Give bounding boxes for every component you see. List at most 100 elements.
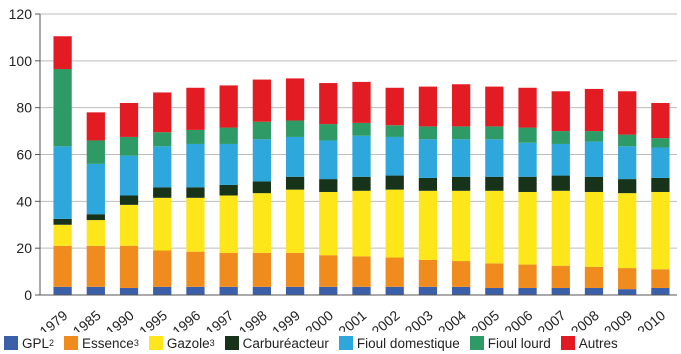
legend-item: Autres (560, 335, 618, 351)
bar-segment-gpl-2003 (418, 286, 438, 295)
legend-swatch (469, 336, 484, 350)
bar-segment-essence-1979 (53, 245, 72, 287)
bar-segment-carbur-acteur-2000 (319, 179, 338, 192)
bar-segment-autres-1985 (86, 112, 105, 141)
x-axis-ticks: 1979 1985 1990 1995 1996 1997 1998 1999 2000 2001… (36, 307, 668, 332)
bar-segment-essence-1985 (86, 245, 105, 287)
bar-segment-carbur-acteur-2007 (551, 175, 570, 191)
bar-segment-autres-1999 (285, 78, 305, 121)
bar-segment-fioul-domestique-1995 (153, 146, 172, 188)
legend-swatch (148, 336, 163, 350)
bar-segment-essence-2005 (485, 263, 504, 288)
bar-segment-essence-1997 (219, 252, 238, 287)
bar-segment-essence-2008 (584, 266, 604, 288)
bar-segment-gazole-1998 (252, 193, 272, 253)
bars (53, 36, 670, 295)
y-tick-label: 20 (16, 240, 32, 256)
bar-segment-gpl-2006 (518, 287, 537, 295)
x-tick-label: 2004 (435, 307, 469, 332)
x-tick-label: 2001 (335, 307, 369, 332)
bar-segment-fioul-lourd-1998 (252, 121, 272, 140)
bar-segment-gpl-1997 (219, 286, 238, 295)
bar-segment-carbur-acteur-1985 (86, 214, 105, 221)
x-tick-label: 2006 (501, 307, 535, 332)
bar-segment-gazole-2003 (418, 190, 438, 260)
bar-segment-fioul-lourd-2007 (551, 131, 570, 144)
legend-label: Fioul domestique (356, 335, 460, 351)
bar-segment-essence-1999 (285, 252, 305, 287)
x-tick-label: 2000 (302, 307, 336, 332)
bar-segment-gpl-2008 (584, 287, 604, 295)
x-tick-label: 2009 (601, 307, 635, 332)
bar-segment-essence-1990 (119, 245, 139, 288)
legend-swatch (64, 336, 79, 350)
bar-segment-essence-1998 (252, 252, 272, 287)
stacked-bar-chart: 0 20 40 60 80 100 120 1979 1985 1990 1995 1996 1997… (9, 6, 677, 332)
bar-segment-gpl-2002 (385, 286, 404, 295)
bar-segment-gpl-2004 (452, 286, 471, 295)
bar-segment-autres-1998 (252, 79, 272, 122)
x-tick-label: 2003 (402, 307, 436, 332)
bar-segment-gazole-2007 (551, 190, 570, 266)
bar-segment-fioul-lourd-1996 (186, 129, 205, 144)
bar-segment-gazole-1999 (285, 189, 305, 253)
bar-segment-autres-2001 (352, 81, 371, 123)
bar-segment-carbur-acteur-2009 (618, 179, 637, 194)
bar-segment-fioul-lourd-2000 (319, 124, 338, 141)
bar-segment-autres-1995 (153, 92, 172, 133)
y-tick-label: 60 (16, 147, 32, 163)
bar-segment-gpl-1996 (186, 286, 205, 295)
bar-segment-gpl-1990 (119, 287, 139, 295)
bar-segment-fioul-lourd-2003 (418, 126, 438, 140)
bar-segment-gazole-2008 (584, 191, 604, 267)
bar-segment-fioul-lourd-1999 (285, 120, 305, 137)
bar-segment-gazole-2009 (618, 193, 637, 269)
y-tick-label: 80 (16, 100, 32, 116)
bar-segment-fioul-domestique-1998 (252, 139, 272, 182)
bar-segment-fioul-lourd-1995 (153, 132, 172, 147)
bar-segment-gazole-1997 (219, 195, 238, 253)
x-tick-label: 1996 (169, 307, 203, 332)
bar-segment-gpl-1999 (285, 286, 305, 295)
bar-segment-autres-2000 (319, 83, 338, 125)
bar-segment-fioul-lourd-2002 (385, 125, 404, 137)
bar-segment-fioul-domestique-2003 (418, 139, 438, 178)
bar-segment-fioul-domestique-1996 (186, 143, 205, 188)
bar-segment-gazole-1996 (186, 197, 205, 252)
bar-segment-gazole-1990 (119, 204, 139, 246)
x-tick-label: 1985 (70, 307, 104, 332)
bar-segment-essence-2007 (551, 265, 570, 288)
bar-segment-fioul-domestique-2000 (319, 140, 338, 180)
bar-segment-carbur-acteur-2010 (651, 177, 670, 192)
legend-footnote-mark: 2 (49, 338, 55, 348)
bar-segment-carbur-acteur-1990 (119, 195, 139, 205)
legend-label: Autres (578, 335, 618, 351)
x-tick-label: 1999 (269, 307, 303, 332)
bar-segment-carbur-acteur-2001 (352, 176, 371, 191)
bar-segment-autres-2008 (584, 88, 604, 132)
bar-segment-gpl-1979 (53, 286, 72, 295)
bar-segment-gazole-1985 (86, 220, 105, 246)
bar-segment-gazole-1995 (153, 197, 172, 251)
x-tick-label: 1979 (36, 307, 70, 332)
bar-segment-fioul-lourd-2009 (618, 134, 637, 147)
bar-segment-fioul-domestique-2009 (618, 146, 637, 180)
bar-segment-gazole-2006 (518, 191, 537, 265)
x-tick-label: 2007 (535, 307, 569, 332)
legend-label: GPL (22, 335, 50, 351)
bar-segment-fioul-lourd-2005 (485, 126, 504, 140)
bar-segment-gazole-2001 (352, 190, 371, 257)
bar-segment-fioul-lourd-2001 (352, 122, 371, 136)
bar-segment-gazole-2004 (452, 190, 471, 262)
legend-footnote-mark: 3 (133, 338, 139, 348)
bar-segment-fioul-lourd-1990 (119, 136, 139, 156)
bar-segment-fioul-domestique-1997 (219, 143, 238, 185)
x-tick-label: 1995 (136, 307, 170, 332)
bar-segment-gpl-2005 (485, 287, 504, 295)
legend-item: Fioul lourd (469, 336, 551, 351)
legend-swatch (4, 336, 18, 350)
bar-segment-autres-2005 (485, 86, 504, 127)
bar-segment-gazole-2002 (385, 189, 404, 258)
bar-segment-carbur-acteur-1979 (53, 218, 72, 225)
x-tick-label: 1990 (103, 307, 137, 332)
